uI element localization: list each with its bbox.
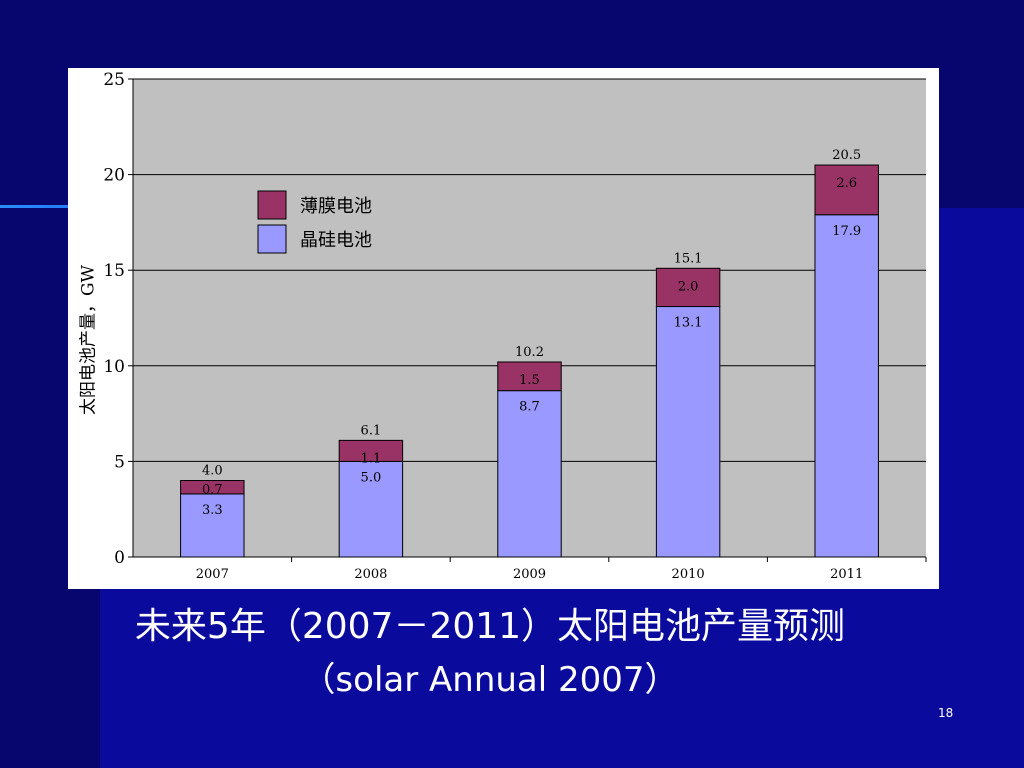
legend-label: 薄膜电池 <box>300 196 372 217</box>
bar-segment-2008-1 <box>338 439 404 462</box>
legend-label: 晶硅电池 <box>300 230 372 251</box>
bar-segment-2008-0 <box>338 460 404 558</box>
legend-swatch <box>257 190 287 220</box>
bar-segment-2011-1 <box>814 164 879 216</box>
bar-total-label: 6.1 <box>361 423 382 438</box>
bar-segment-2010-0 <box>655 306 721 558</box>
bar-total-label: 10.2 <box>515 345 544 360</box>
page-number: 18 <box>938 706 954 720</box>
y-tick-label: 0 <box>114 548 125 568</box>
bar-total-label: 15.1 <box>674 251 703 266</box>
bar-total-label: 20.5 <box>832 148 861 163</box>
x-tick-label: 2011 <box>830 567 863 582</box>
bar-value-label: 13.1 <box>674 316 703 331</box>
bar-segment-2011-0 <box>814 214 879 558</box>
bar-value-label: 2.6 <box>836 176 857 191</box>
x-tick-label: 2010 <box>672 567 705 582</box>
y-axis-label: 太阳电池产量，GW <box>78 264 99 416</box>
bar-segment-2007-1 <box>180 480 245 495</box>
y-axis-label-wrapper: 太阳电池产量，GW <box>76 265 99 415</box>
x-tick-label: 2008 <box>354 567 387 582</box>
bar-value-label: 3.3 <box>202 503 223 518</box>
bar-total-label: 4.0 <box>202 464 223 479</box>
y-tick-label: 10 <box>103 357 125 377</box>
y-tick-label: 15 <box>103 261 125 281</box>
bar-value-label: 8.7 <box>519 400 540 415</box>
slide-caption-line1: 未来5年（2007－2011）太阳电池产量预测 <box>134 606 846 647</box>
bar-value-label: 2.0 <box>678 279 699 294</box>
y-tick-label: 20 <box>103 166 125 186</box>
x-tick-label: 2009 <box>513 567 546 582</box>
x-tick-label: 2007 <box>196 567 229 582</box>
legend-swatch <box>257 224 287 254</box>
bar-value-label: 17.9 <box>832 224 861 239</box>
bar-value-label: 0.7 <box>202 483 223 498</box>
stacked-bar-chart: 0 5 10 15 20 25 3.3 0.7 4.0 2007 5.0 1.1 6.1 2008 8.7 1… <box>103 70 927 582</box>
y-tick-label: 5 <box>114 452 125 472</box>
bar-value-label: 1.5 <box>519 373 540 388</box>
chart-panel: 0 5 10 15 20 25 3.3 0.7 4.0 2007 5.0 1.1 6.1 2008 8.7 1… <box>68 68 939 589</box>
bar-segment-2009-0 <box>497 390 562 558</box>
slide-caption-line2: （solar Annual 2007） <box>301 660 679 700</box>
y-tick-label: 25 <box>103 70 125 90</box>
bar-value-label: 1.1 <box>361 451 382 466</box>
bar-segment-2009-1 <box>497 361 562 392</box>
bar-value-label: 5.0 <box>361 470 382 485</box>
bar-segment-2010-1 <box>655 267 721 308</box>
